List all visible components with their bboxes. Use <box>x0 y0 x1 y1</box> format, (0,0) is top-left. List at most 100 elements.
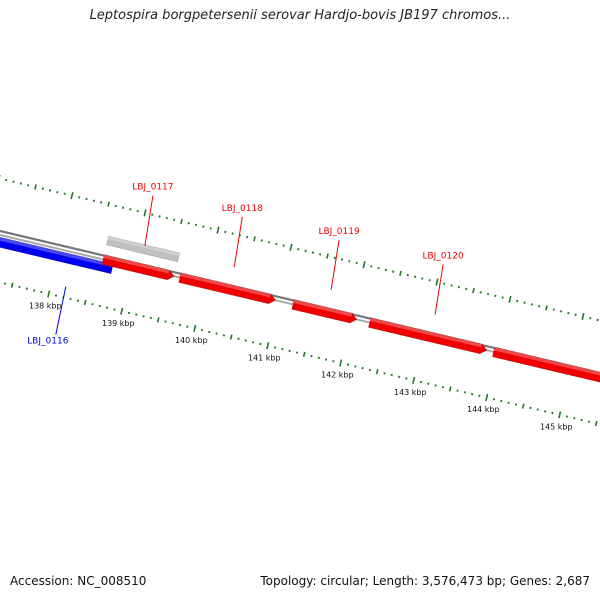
outer-tick-mark <box>340 258 344 261</box>
gene-arrow[interactable] <box>291 299 358 325</box>
gene-leader-line <box>55 286 67 335</box>
outer-tick-mark <box>165 216 168 220</box>
outer-tick-mark <box>63 192 66 196</box>
inner-tick-ring <box>3 282 598 427</box>
gene-arrow[interactable] <box>178 272 277 305</box>
inner-tick-mark <box>10 282 14 288</box>
gene-leader-line <box>144 195 154 246</box>
outer-tick-mark <box>326 253 329 259</box>
feature-bar[interactable] <box>106 235 181 263</box>
outer-tick-mark <box>85 197 88 201</box>
outer-tick-mark <box>494 294 497 298</box>
accession-text: Accession: NC_008510 <box>10 574 147 588</box>
outer-tick-mark <box>260 239 263 242</box>
gene-group <box>0 230 600 388</box>
inner-tick-mark <box>448 386 452 392</box>
outer-tick-mark <box>246 235 249 239</box>
gene-arrow-highlight <box>103 254 170 274</box>
outer-tick-mark <box>530 303 533 306</box>
tick-label: 144 kbp <box>467 405 500 414</box>
outer-tick-mark <box>5 178 8 182</box>
inner-tick-mark <box>339 359 343 367</box>
outer-tick-mark <box>574 313 577 317</box>
outer-tick-mark <box>78 196 81 199</box>
outer-tick-mark <box>92 199 95 203</box>
inner-tick-mark <box>193 324 197 332</box>
outer-tick-mark <box>450 284 453 287</box>
inner-tick-mark <box>156 317 160 323</box>
outer-tick-mark <box>589 317 592 320</box>
gene-label[interactable]: LBJ_0116 <box>27 337 69 347</box>
gene-arrow[interactable] <box>368 317 488 355</box>
gene-label[interactable]: LBJ_0119 <box>318 227 360 237</box>
inner-tick-mark <box>485 393 489 402</box>
outer-tick-mark <box>421 277 424 280</box>
outer-tick-mark <box>107 201 110 207</box>
inner-tick-mark <box>229 334 233 340</box>
outer-tick-mark <box>289 243 293 251</box>
gene-label-group: LBJ_0116 LBJ_0117 LBJ_0118 LBJ_0119 LBJ_0120 <box>27 183 464 347</box>
outer-tick-mark <box>48 189 52 192</box>
outer-tick-mark <box>41 187 44 190</box>
outer-tick-mark <box>143 209 147 217</box>
outer-tick-mark <box>523 301 526 304</box>
outer-tick-mark <box>209 227 212 230</box>
inner-tick-mark <box>521 403 525 409</box>
gene-arrow[interactable] <box>492 346 600 388</box>
outer-tick-mark <box>136 209 139 213</box>
gene-arrow-shape <box>492 346 600 387</box>
outer-tick-mark <box>333 256 336 260</box>
outer-tick-mark <box>545 305 548 311</box>
tick-label: 140 kbp <box>175 336 208 345</box>
outer-tick-mark <box>399 270 402 276</box>
outer-tick-mark <box>297 247 300 251</box>
outer-tick-mark <box>180 218 183 225</box>
outer-tick-mark <box>567 311 570 315</box>
outer-tick-mark <box>538 304 541 308</box>
feature-bar-shape <box>106 235 181 263</box>
outer-tick-mark <box>282 244 285 247</box>
outer-tick-mark <box>406 273 409 277</box>
outer-tick-mark <box>552 308 555 311</box>
gene-label[interactable]: LBJ_0120 <box>422 251 464 261</box>
inner-tick-mark <box>375 369 379 375</box>
outer-tick-mark <box>435 278 439 286</box>
feature-bar-highlight <box>107 236 180 256</box>
outer-tick-mark <box>457 285 460 289</box>
outer-tick-mark <box>19 182 22 185</box>
tick-label: 143 kbp <box>394 388 427 397</box>
gene-label[interactable]: LBJ_0117 <box>132 183 173 193</box>
outer-tick-mark <box>56 190 59 194</box>
outer-tick-mark <box>486 292 490 296</box>
tick-label: 142 kbp <box>321 371 354 380</box>
outer-tick-mark <box>355 261 358 265</box>
inner-tick-mark <box>120 307 124 315</box>
gene-label[interactable]: LBJ_0118 <box>222 204 264 214</box>
outer-tick-mark <box>362 261 366 269</box>
outer-tick-mark <box>596 318 599 322</box>
gene-arrow[interactable] <box>0 230 114 275</box>
outer-tick-mark <box>275 242 278 246</box>
tick-label: 145 kbp <box>540 422 573 431</box>
map-title: Leptospira borgpetersenii serovar Hardjo… <box>89 8 511 23</box>
outer-tick-mark <box>304 249 307 253</box>
gene-arrow-highlight <box>293 299 353 317</box>
outer-tick-mark <box>129 208 132 211</box>
outer-tick-mark <box>581 312 585 321</box>
inner-tick-mark <box>266 342 270 350</box>
inner-tick-mark <box>412 376 416 384</box>
gene-leader-line <box>330 239 340 290</box>
outer-tick-mark <box>348 260 351 263</box>
outer-tick-mark <box>194 223 198 227</box>
gene-arrow-shape <box>291 299 358 324</box>
outer-tick-mark <box>100 201 103 204</box>
outer-tick-mark <box>34 184 37 190</box>
outer-tick-mark <box>187 222 190 225</box>
gene-leader-line <box>233 216 243 267</box>
gene-arrow[interactable] <box>101 254 175 282</box>
outer-tick-mark <box>559 310 563 313</box>
gene-arrow-highlight <box>0 230 114 268</box>
outer-tick-mark <box>151 213 154 216</box>
outer-tick-mark <box>231 232 234 235</box>
